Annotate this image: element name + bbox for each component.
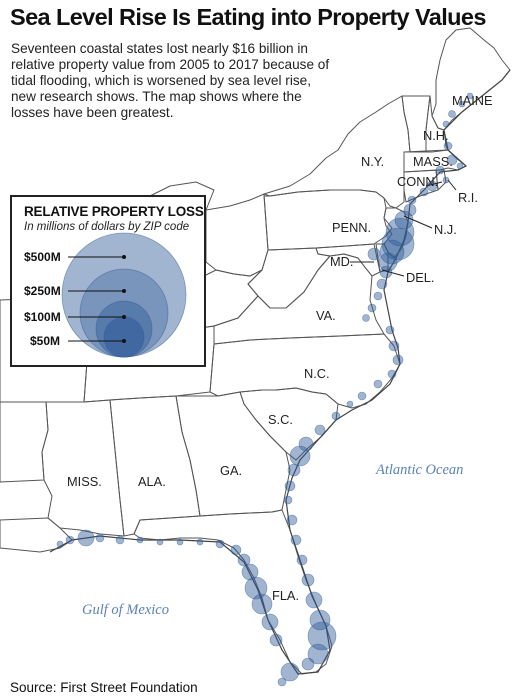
state-label-maine: MAINE	[452, 93, 493, 108]
state-label-del: DEL.	[406, 270, 435, 285]
legend-label-500: $500M	[24, 250, 61, 264]
source-credit: Source: First Street Foundation	[10, 680, 198, 695]
loss-bubbles	[56, 92, 474, 687]
state-label-ri: R.I.	[458, 190, 478, 205]
map-title: Sea Level Rise Is Eating into Property V…	[10, 4, 486, 30]
state-label-penn: PENN.	[332, 220, 372, 235]
state-label-mass: MASS.	[413, 154, 453, 169]
legend-label-100: $100M	[24, 310, 61, 324]
state-outline-maine	[431, 27, 511, 131]
atlantic-ocean-label: Atlantic Ocean	[376, 462, 464, 478]
legend-label-250: $250M	[24, 284, 61, 298]
legend-title: RELATIVE PROPERTY LOSS	[24, 204, 204, 219]
state-label-sc: S.C.	[268, 412, 293, 427]
legend-box: RELATIVE PROPERTY LOSS In millions of do…	[10, 195, 206, 367]
state-outline-la	[0, 517, 73, 553]
state-label-fla: FLA.	[272, 588, 300, 603]
legend-circle-50	[103, 316, 145, 358]
state-label-md: MD.	[330, 254, 354, 269]
legend-circles	[61, 232, 187, 358]
gulf-of-mexico-label: Gulf of Mexico	[82, 602, 169, 618]
state-label-va: VA.	[316, 308, 336, 323]
state-label-ala: ALA.	[138, 474, 166, 489]
state-label-nj: N.J.	[434, 222, 457, 237]
coastline	[49, 69, 511, 675]
state-label-nh: N.H.	[423, 128, 449, 143]
state-label-nc: N.C.	[304, 366, 330, 381]
state-label-miss: MISS.	[67, 474, 102, 489]
map-subtitle: Seventeen coastal states lost nearly $16…	[11, 41, 333, 121]
state-label-ny: N.Y.	[361, 154, 385, 169]
state-label-ga: GA.	[220, 463, 243, 478]
legend-subtitle: In millions of dollars by ZIP code	[24, 221, 190, 233]
legend-label-50: $50M	[30, 334, 61, 348]
state-outline-nj	[383, 207, 409, 259]
